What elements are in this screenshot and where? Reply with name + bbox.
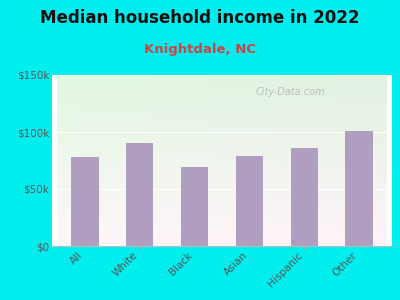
Bar — [345, 131, 373, 246]
Bar — [126, 143, 154, 246]
Text: City-Data.com: City-Data.com — [256, 87, 326, 97]
Bar — [181, 167, 208, 246]
Bar — [290, 148, 318, 246]
Text: Median household income in 2022: Median household income in 2022 — [40, 9, 360, 27]
Bar — [71, 157, 99, 246]
Text: Knightdale, NC: Knightdale, NC — [144, 44, 256, 56]
Bar — [236, 156, 263, 246]
